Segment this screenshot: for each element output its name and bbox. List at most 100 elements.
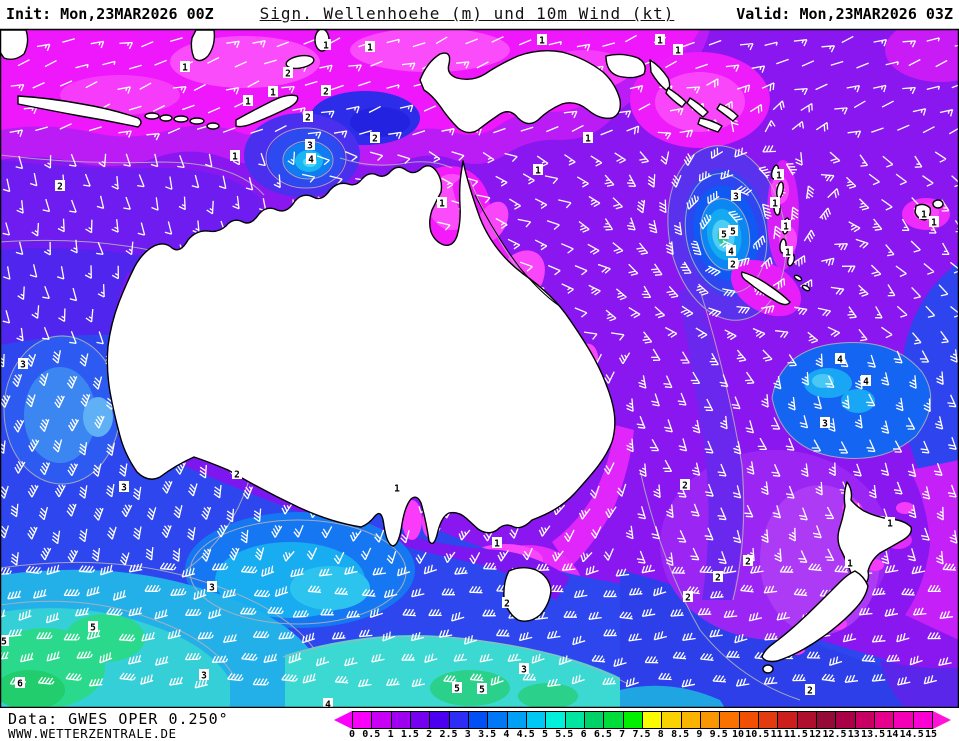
contour-label: 2 <box>303 111 313 124</box>
contour-label: 2 <box>743 555 753 568</box>
contour-label: 1 <box>268 86 278 99</box>
data-source-text: Data: GWES OPER 0.250° <box>8 710 229 728</box>
colorbar-tick: 1 <box>387 729 394 740</box>
contour-label: 4 <box>323 698 333 711</box>
land-lombok <box>159 114 173 122</box>
svg-text:5: 5 <box>721 230 727 241</box>
contour-label: 3 <box>207 581 217 594</box>
contour-label: 5 <box>477 683 487 696</box>
contour-label: 3 <box>519 663 529 676</box>
colorbar-tick: 3 <box>464 729 471 740</box>
contour-label: 4 <box>861 375 871 388</box>
colorbar-tick: 13.5 <box>861 729 886 740</box>
valid-time: Valid: Mon,23MAR2026 03Z <box>736 5 953 23</box>
land-bougainville <box>649 59 671 91</box>
colorbar-cell <box>468 712 489 728</box>
colorbar-tick: 14 <box>886 729 899 740</box>
contour-label: 1 <box>180 61 190 74</box>
land-stewart-island <box>762 664 774 674</box>
svg-text:1: 1 <box>394 484 400 495</box>
contour-label: 1 <box>781 220 791 233</box>
land-sumbawa <box>173 115 189 123</box>
colorbar-cell <box>372 712 392 728</box>
colorbar-cell <box>507 712 527 728</box>
contour-label: 2 <box>728 258 738 271</box>
svg-text:1: 1 <box>232 152 238 163</box>
svg-text:3: 3 <box>201 671 207 682</box>
land-new-caledonia <box>740 271 791 306</box>
colorbar-tick: 4 <box>503 729 510 740</box>
svg-text:2: 2 <box>323 87 329 98</box>
colorbar-cell <box>739 712 759 728</box>
svg-text:3: 3 <box>521 665 527 676</box>
contour-label: 1 <box>783 246 793 259</box>
contour-label: 2 <box>713 571 723 584</box>
contour-label: 2 <box>805 684 815 697</box>
land-flores <box>189 117 205 125</box>
contour-label: 3 <box>305 139 315 152</box>
land-timor <box>235 94 299 128</box>
svg-text:1: 1 <box>323 41 329 52</box>
svg-text:1: 1 <box>245 97 251 108</box>
svg-text:4: 4 <box>308 155 314 166</box>
contour-label: 2 <box>55 180 65 193</box>
colorbar-cell <box>720 712 740 728</box>
land-loyalty-2 <box>801 284 811 292</box>
svg-text:3: 3 <box>822 419 828 430</box>
contour-label: 1 <box>919 208 929 221</box>
colorbar-tick: 2 <box>426 729 433 740</box>
colorbar-right-arrow-icon <box>933 711 951 729</box>
colorbar-tick: 7.5 <box>632 729 651 740</box>
contour-label: 2 <box>232 468 242 481</box>
colorbar-tick: 13 <box>847 729 860 740</box>
svg-text:4: 4 <box>728 247 734 258</box>
colorbar-cell <box>430 712 450 728</box>
land-loyalty-1 <box>793 274 803 282</box>
svg-text:4: 4 <box>325 700 331 711</box>
contour-label: 1 <box>321 39 331 52</box>
land-australia <box>106 160 616 547</box>
colorbar-cell <box>642 712 663 728</box>
svg-text:2: 2 <box>807 686 813 697</box>
colorbar-tick: 5 <box>541 729 549 740</box>
contour-label: 2 <box>370 132 380 145</box>
contour-label: 4 <box>835 353 845 366</box>
contour-label: 1 <box>437 197 447 210</box>
init-time: Init: Mon,23MAR2026 00Z <box>6 5 214 23</box>
header: Init: Mon,23MAR2026 00Z Sign. Wellenhoeh… <box>0 0 959 29</box>
land-santa-isabel <box>686 97 709 118</box>
contour-label: 1 <box>673 44 683 57</box>
svg-text:2: 2 <box>57 182 63 193</box>
svg-text:3: 3 <box>307 141 313 152</box>
contour-label: 1 <box>885 517 895 530</box>
svg-text:2: 2 <box>682 481 688 492</box>
svg-text:3: 3 <box>121 483 127 494</box>
contour-label: 3 <box>731 190 741 203</box>
svg-text:1: 1 <box>539 36 545 47</box>
contour-label: 2 <box>680 479 690 492</box>
contour-label: 1 <box>533 164 543 177</box>
svg-text:2: 2 <box>234 470 240 481</box>
land-sumba <box>206 122 220 130</box>
svg-text:2: 2 <box>730 260 736 271</box>
contour-label: 1 <box>537 34 547 47</box>
svg-text:1: 1 <box>921 210 927 221</box>
svg-text:4: 4 <box>837 355 843 366</box>
page-title: Sign. Wellenhoehe (m) und 10m Wind (kt) <box>259 4 675 23</box>
contour-label: 1 <box>492 537 502 550</box>
contour-label: 3 <box>119 481 129 494</box>
colorbar-tick: 15 <box>924 729 938 740</box>
svg-text:1: 1 <box>772 199 778 210</box>
colorbar-left-arrow-icon <box>334 711 352 729</box>
land-nz-north-island <box>837 481 913 585</box>
land-java <box>17 95 142 128</box>
svg-text:3: 3 <box>733 192 739 203</box>
colorbar-cell <box>391 712 411 728</box>
contour-label: 6 <box>15 677 25 690</box>
colorbar-tick: 7 <box>619 729 626 740</box>
colorbar-tick: 9 <box>696 729 703 740</box>
land-bali <box>144 112 160 120</box>
svg-text:5: 5 <box>1 637 7 648</box>
svg-text:1: 1 <box>887 519 893 530</box>
colorbar-cells <box>352 711 933 729</box>
